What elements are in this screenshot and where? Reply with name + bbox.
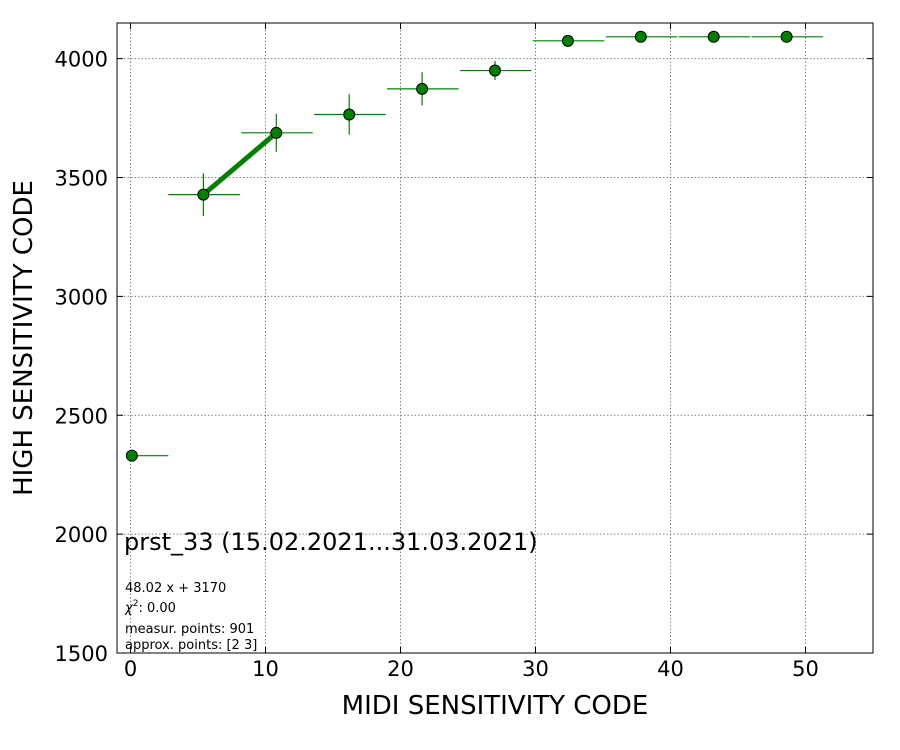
data-point <box>707 30 720 43</box>
y-tick-label: 1500 <box>55 642 108 666</box>
fit-line <box>201 130 278 197</box>
annotation-equation: 48.02 x + 3170 <box>125 581 226 596</box>
fit-line-group <box>201 130 278 197</box>
data-point <box>634 30 647 43</box>
y-tick-label: 2000 <box>55 523 108 547</box>
annotation-chi2: χ2: 0.00 <box>124 599 176 616</box>
data-points <box>125 30 793 462</box>
x-tick-label: 50 <box>792 657 819 681</box>
chi2-symbol: χ <box>124 601 134 616</box>
y-axis-title: HIGH SENSITIVITY CODE <box>9 180 39 496</box>
data-point <box>270 126 283 139</box>
y-tick-label: 3000 <box>55 285 108 309</box>
x-axis-title: MIDI SENSITIVITY CODE <box>342 691 649 721</box>
data-point <box>125 449 138 462</box>
annotation-title: prst_33 (15.02.2021...31.03.2021) <box>124 528 538 556</box>
chi2-value: : 0.00 <box>138 601 175 616</box>
data-point <box>780 30 793 43</box>
x-tick-label: 40 <box>657 657 684 681</box>
y-tick-label: 2500 <box>55 404 108 428</box>
data-point <box>197 188 210 201</box>
y-tick-label: 4000 <box>55 48 108 72</box>
y-tick-label: 3500 <box>55 167 108 191</box>
data-point <box>561 34 574 47</box>
data-point <box>416 82 429 95</box>
annotation-approx-points: approx. points: [2 3] <box>125 638 257 653</box>
x-tick-label: 20 <box>387 657 414 681</box>
x-tick-label: 0 <box>124 657 137 681</box>
data-point <box>343 108 356 121</box>
chi2-exponent: 2 <box>133 599 139 609</box>
data-point <box>489 64 501 77</box>
plot-frame <box>116 22 874 654</box>
x-tick-label: 10 <box>252 657 279 681</box>
axis-ticks: 0 10 20 30 40 50 1500 2000 2500 3000 3500 4000 <box>55 23 873 681</box>
annotation-measur-points: measur. points: 901 <box>125 622 254 637</box>
x-tick-label: 30 <box>522 657 549 681</box>
grid-lines <box>117 23 873 654</box>
